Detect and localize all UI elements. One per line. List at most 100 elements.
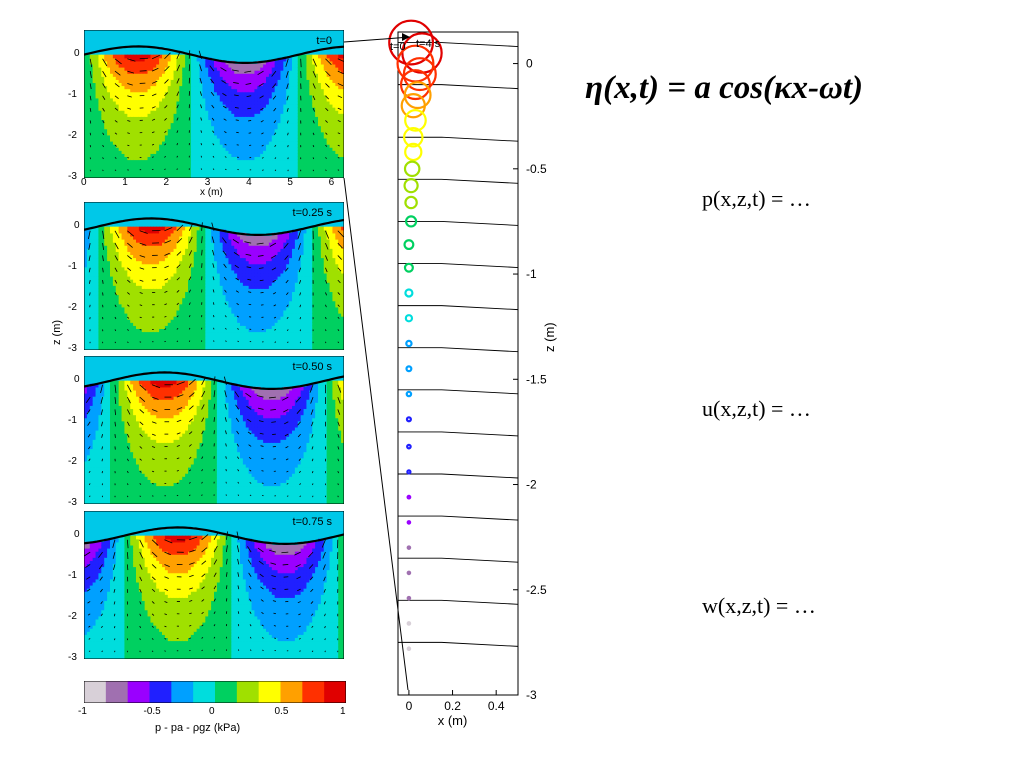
- orbit-xtick-label: 0.4: [488, 699, 505, 713]
- particle-orbit: [403, 239, 415, 251]
- particle-orbit: [403, 81, 432, 110]
- panel-ytick-label: 0: [74, 47, 80, 59]
- orbit-xtick-label: 0: [406, 699, 413, 713]
- colorbar-tick-label: -0.5: [143, 706, 161, 717]
- streamline: [398, 305, 519, 311]
- particle-orbit: [404, 109, 427, 132]
- colorbar-swatch: [324, 681, 346, 703]
- streamline: [398, 641, 519, 647]
- particle-orbit: [406, 443, 412, 450]
- panel-ytick-label: -2: [68, 129, 77, 141]
- orbit-time-end-label: t=4 s: [416, 38, 441, 50]
- particle-orbit: [403, 126, 424, 148]
- orbit-plot-frame: [397, 31, 519, 696]
- connector-arrows: [343, 33, 411, 691]
- orbit-ytick-label: -2: [526, 478, 537, 492]
- particle-orbit: [406, 621, 412, 626]
- particle-orbit: [405, 339, 413, 348]
- panel-ytick-label: -1: [68, 569, 77, 581]
- free-surface-line: [84, 45, 344, 64]
- colorbar-swatch: [127, 681, 150, 703]
- panel-xtick-label: 5: [287, 177, 293, 188]
- particle-orbit: [404, 142, 423, 162]
- panel-ytick-label: -3: [68, 652, 77, 663]
- colorbar-swatch: [84, 681, 107, 703]
- colorbar-swatch: [149, 681, 172, 703]
- panel-ytick-label: -3: [68, 497, 77, 508]
- panel-ytick-label: -2: [68, 455, 77, 467]
- panel-ytick-label: -3: [68, 171, 77, 182]
- particle-orbit: [404, 195, 418, 210]
- particle-orbit: [406, 646, 412, 651]
- colorbar-tick-label: 1: [340, 706, 346, 717]
- panel-ytick-label: -1: [68, 414, 77, 426]
- streamline: [398, 84, 519, 90]
- streamline: [398, 599, 519, 605]
- streamline: [398, 389, 519, 395]
- vertical-velocity-equation: w(x,z,t) = …: [702, 593, 816, 618]
- particle-orbit: [406, 469, 412, 475]
- panel-ytick-label: 0: [74, 373, 80, 385]
- streamline: [398, 42, 519, 47]
- free-surface-line: [84, 217, 344, 236]
- panel-xtick-label: 6: [328, 177, 335, 188]
- panel-y-axis-label: z (m): [51, 319, 63, 345]
- panel-ytick-label: 0: [74, 528, 80, 540]
- particle-orbit: [405, 365, 413, 373]
- colorbar-swatch: [236, 681, 260, 703]
- colorbar-swatch: [105, 681, 129, 703]
- contour-field: [84, 535, 344, 659]
- streamline: [398, 220, 519, 226]
- orbit-y-axis-label: z (m): [542, 322, 557, 352]
- streamline: [398, 347, 519, 353]
- particle-orbit: [403, 178, 419, 194]
- contour-panel-t075: t=0.75 s: [84, 511, 344, 659]
- particle-orbit: [404, 314, 414, 323]
- contour-panel-t050: t=0.50 s: [84, 356, 344, 504]
- contour-panel-t025: t=0.25 s: [84, 202, 344, 350]
- panel-time-label: t=0: [316, 35, 332, 47]
- orbit-xtick-label: 0.2: [444, 699, 461, 713]
- streamline: [398, 515, 519, 521]
- orbit-ytick-label: -1: [526, 267, 537, 281]
- panel-time-label: t=0.25 s: [293, 207, 333, 219]
- particle-orbit: [406, 545, 412, 550]
- particle-orbit: [405, 416, 412, 423]
- orbit-time-start-label: t=0: [390, 41, 406, 53]
- panel-time-label: t=0.75 s: [293, 516, 333, 528]
- colorbar-label: p - pa - ρgz (kPa): [155, 722, 241, 734]
- particle-orbit: [388, 19, 435, 66]
- orbit-ytick-label: -3: [526, 688, 537, 702]
- colorbar-swatch: [258, 681, 281, 703]
- particle-orbit: [404, 215, 418, 228]
- velocity-arrows: [85, 376, 342, 498]
- panel-xtick-label: 0: [81, 177, 87, 188]
- free-surface-line: [84, 371, 344, 390]
- colorbar: [84, 681, 346, 703]
- free-surface-line: [84, 526, 344, 545]
- streamline: [398, 263, 519, 268]
- panel-ytick-label: -2: [68, 610, 77, 622]
- panel-ytick-label: -1: [68, 88, 77, 100]
- particle-orbit: [406, 570, 412, 576]
- panel-time-label: t=0.50 s: [293, 361, 333, 373]
- particle-orbit: [403, 262, 414, 273]
- velocity-arrows: [88, 222, 344, 344]
- particle-orbit: [405, 390, 413, 398]
- panel-xtick-label: 2: [163, 177, 170, 188]
- panel-ytick-label: -2: [68, 301, 77, 313]
- contour-field: [84, 226, 344, 350]
- pressure-equation: p(x,z,t) = …: [702, 186, 811, 211]
- contour-panel-t0: t=0: [84, 30, 344, 178]
- colorbar-tick-label: 0.5: [274, 706, 289, 717]
- streamline: [398, 431, 519, 437]
- panel-xtick-label: 3: [204, 177, 211, 188]
- velocity-arrows: [89, 50, 344, 172]
- particle-orbit: [402, 57, 437, 92]
- particle-orbit: [406, 494, 412, 500]
- horizontal-velocity-equation: u(x,z,t) = …: [702, 396, 811, 421]
- particle-orbit: [406, 520, 412, 525]
- particle-orbit: [399, 69, 431, 101]
- colorbar-swatch: [280, 681, 303, 703]
- velocity-arrows: [84, 531, 339, 653]
